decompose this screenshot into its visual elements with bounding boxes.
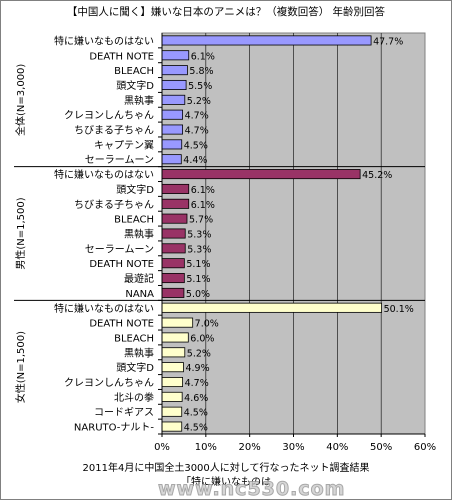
bar bbox=[161, 169, 361, 180]
category-label: セーラームーン bbox=[85, 154, 154, 166]
group-label: 女性(N=1,500) bbox=[14, 331, 27, 403]
data-label: 4.5% bbox=[184, 408, 208, 419]
data-label: 50.1% bbox=[384, 304, 414, 315]
category-label: ちびまる子ちゃん bbox=[74, 199, 154, 211]
watermark: www.nc530.com bbox=[157, 478, 346, 500]
data-label: 6.1% bbox=[191, 200, 215, 211]
data-label: 5.5% bbox=[188, 81, 212, 92]
bar bbox=[161, 273, 185, 284]
category-label: 黒執事 bbox=[124, 94, 154, 107]
data-label: 5.1% bbox=[186, 259, 210, 270]
group-label: 男性(N=1,500) bbox=[14, 197, 27, 269]
category-label: 頭文字D bbox=[116, 79, 154, 92]
bar bbox=[161, 406, 183, 417]
x-tick-label: 10% bbox=[195, 442, 217, 453]
bar bbox=[161, 139, 183, 150]
data-label: 7.0% bbox=[195, 319, 219, 330]
x-tick-label: 60% bbox=[414, 442, 436, 453]
bar bbox=[161, 347, 186, 358]
category-label: 黒執事 bbox=[124, 346, 154, 359]
category-label: 黒執事 bbox=[124, 228, 154, 241]
caption-line-1: 2011年4月に中国全土3000人に対して行なったネット調査結果 bbox=[82, 463, 370, 474]
category-label: 頭文字D bbox=[116, 183, 154, 196]
data-label: 5.8% bbox=[189, 66, 213, 77]
data-label: 45.2% bbox=[362, 170, 392, 181]
data-label: 4.6% bbox=[184, 393, 208, 404]
bar bbox=[161, 35, 372, 46]
bar bbox=[161, 243, 186, 254]
bar bbox=[161, 391, 183, 402]
data-label: 5.3% bbox=[187, 230, 211, 241]
category-label: コードギアス bbox=[94, 407, 154, 419]
bar bbox=[161, 94, 186, 105]
chart-title: 【中国人に聞く】嫌いな日本のアニメは？（複数回答） 年齢別回答 bbox=[66, 6, 386, 18]
bar bbox=[161, 213, 188, 224]
bar bbox=[161, 79, 187, 90]
data-label: 4.9% bbox=[185, 363, 209, 374]
category-label: セーラームーン bbox=[85, 243, 154, 255]
bar bbox=[161, 109, 184, 120]
category-label: NARUTO-ナルト- bbox=[74, 422, 154, 434]
data-label: 6.1% bbox=[191, 51, 215, 62]
data-label: 4.5% bbox=[184, 140, 208, 151]
category-label: キャプテン翼 bbox=[94, 139, 154, 151]
group-label: 全体(N=3,000) bbox=[14, 64, 27, 136]
bar bbox=[161, 228, 186, 239]
bar bbox=[161, 198, 190, 209]
data-label: 4.7% bbox=[185, 126, 209, 137]
x-tick-label: 30% bbox=[282, 442, 304, 453]
data-label: 6.1% bbox=[191, 185, 215, 196]
data-label: 5.2% bbox=[187, 348, 211, 359]
category-label: 特に嫌いなものはない bbox=[54, 34, 154, 47]
data-label: 4.7% bbox=[185, 111, 209, 122]
category-label: DEATH NOTE bbox=[89, 259, 154, 270]
data-label: 5.0% bbox=[186, 289, 210, 300]
data-label: 5.7% bbox=[189, 215, 213, 226]
data-label: 5.2% bbox=[187, 96, 211, 107]
bar bbox=[161, 65, 188, 76]
bar bbox=[161, 258, 185, 269]
category-label: クレヨンしんちゃん bbox=[64, 110, 154, 122]
category-label: 北斗の拳 bbox=[114, 391, 154, 404]
x-tick-label: 40% bbox=[326, 442, 348, 453]
x-tick-label: 50% bbox=[370, 442, 392, 453]
category-label: DEATH NOTE bbox=[89, 51, 154, 62]
category-label: 特に嫌いなものはない bbox=[54, 302, 154, 315]
category-label: 最遊記 bbox=[124, 272, 154, 285]
x-tick-label: 20% bbox=[239, 442, 261, 453]
category-label: クレヨンしんちゃん bbox=[64, 377, 154, 389]
bar bbox=[161, 302, 383, 313]
bar bbox=[161, 317, 194, 328]
bar bbox=[161, 183, 190, 194]
category-label: BLEACH bbox=[114, 333, 154, 344]
category-label: BLEACH bbox=[114, 215, 154, 226]
category-label: ちびまる子ちゃん bbox=[74, 125, 154, 137]
bar bbox=[161, 421, 183, 432]
category-label: DEATH NOTE bbox=[89, 319, 154, 330]
bar bbox=[161, 377, 184, 388]
bar bbox=[161, 124, 184, 135]
category-label: NANA bbox=[125, 289, 154, 300]
data-label: 47.7% bbox=[373, 36, 403, 47]
category-label: BLEACH bbox=[114, 66, 154, 77]
bar bbox=[161, 332, 189, 343]
bar bbox=[161, 50, 190, 61]
bar bbox=[161, 287, 185, 298]
data-label: 4.5% bbox=[184, 423, 208, 434]
chart-caption: 2011年4月に中国全土3000人に対して行なったネット調査結果 「特に嫌いなも… bbox=[0, 462, 452, 490]
data-label: 4.4% bbox=[183, 155, 207, 166]
data-label: 5.3% bbox=[187, 244, 211, 255]
bar bbox=[161, 154, 182, 165]
category-label: 特に嫌いなものはない bbox=[54, 168, 154, 181]
data-label: 6.0% bbox=[190, 333, 214, 344]
caption-line-2: 「特に嫌いなものは bbox=[181, 477, 271, 488]
category-label: 頭文字D bbox=[116, 361, 154, 374]
bar bbox=[161, 362, 184, 373]
x-tick-label: 0% bbox=[154, 442, 170, 453]
data-label: 5.1% bbox=[186, 274, 210, 285]
data-label: 4.7% bbox=[185, 378, 209, 389]
